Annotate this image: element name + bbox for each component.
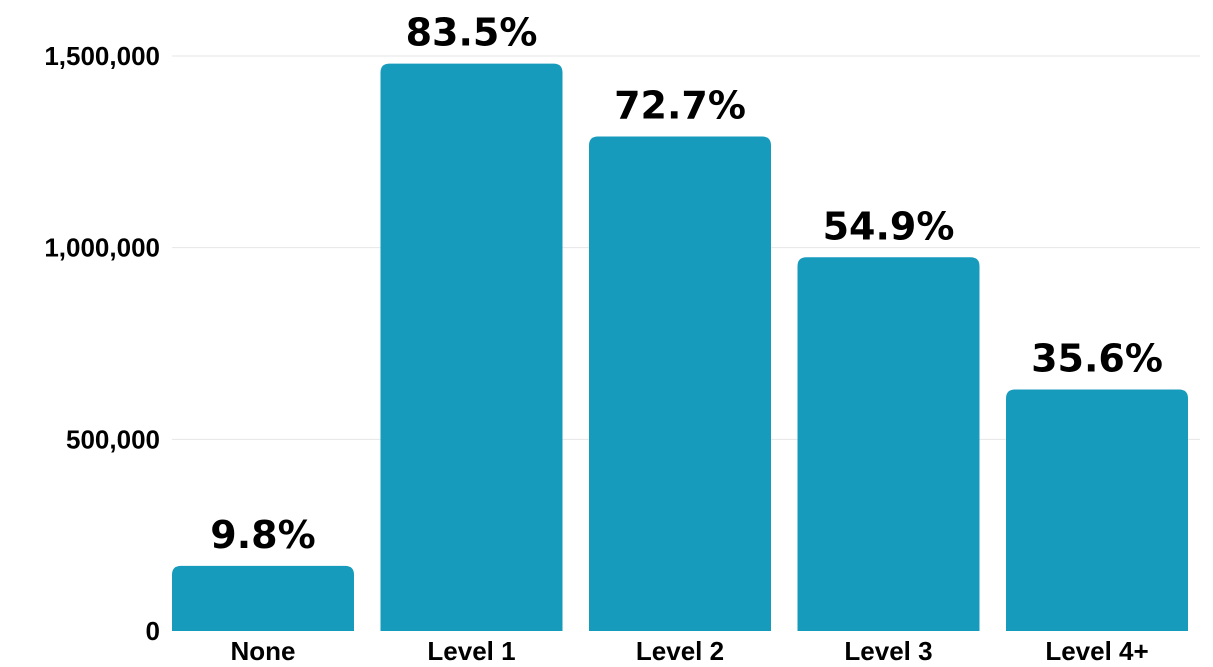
bar-level-2 — [589, 136, 771, 631]
y-tick-label: 0 — [146, 616, 160, 646]
data-label: 83.5% — [406, 11, 538, 55]
bar-level-1 — [380, 63, 563, 631]
y-tick-label: 1,000,000 — [44, 233, 160, 263]
x-category-label: None — [231, 636, 296, 666]
data-label: 35.6% — [1031, 337, 1163, 381]
data-labels: 9.8% 83.5% 72.7% 54.9% 35.6% — [210, 11, 1163, 557]
data-label: 9.8% — [210, 513, 315, 557]
x-category-label: Level 2 — [636, 636, 724, 666]
bar-none — [172, 565, 354, 631]
x-category-label: Level 3 — [844, 636, 932, 666]
x-category-label: Level 1 — [427, 636, 515, 666]
bar-level-4 — [1006, 389, 1188, 631]
y-axis-ticks: 0 500,000 1,000,000 1,500,000 — [44, 41, 160, 646]
x-category-label: Level 4+ — [1045, 636, 1148, 666]
bar-level-3 — [797, 257, 980, 631]
bars — [172, 63, 1188, 631]
data-label: 54.9% — [823, 204, 955, 248]
data-label: 72.7% — [614, 84, 746, 128]
y-tick-label: 500,000 — [66, 424, 160, 454]
y-tick-label: 1,500,000 — [44, 41, 160, 71]
x-axis-categories: None Level 1 Level 2 Level 3 Level 4+ — [231, 636, 1149, 666]
